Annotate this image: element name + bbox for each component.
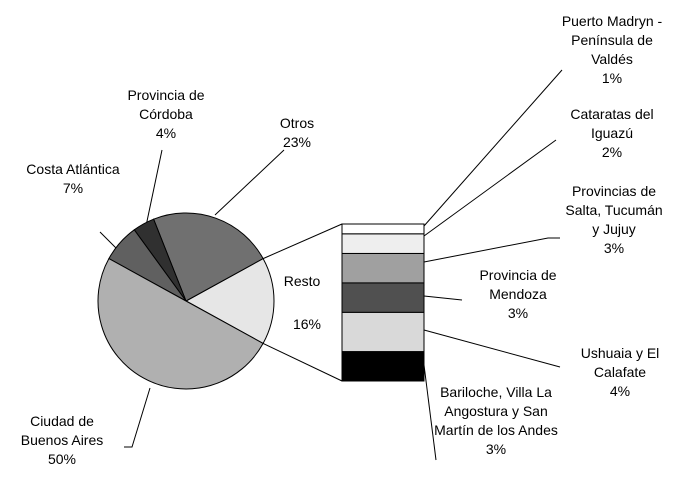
slice-label: Provincia de Córdoba 4%: [111, 86, 221, 143]
leader-line: [214, 149, 285, 216]
label-text: Provincia de Mendoza: [479, 267, 557, 302]
leader-line: [124, 387, 151, 448]
bar-segment: [341, 252, 425, 284]
label-text: 3%: [485, 441, 507, 457]
label-text: 3%: [507, 305, 529, 321]
leader-line: [99, 231, 117, 249]
bar-segment: [341, 233, 425, 254]
label-text: 4%: [609, 383, 631, 399]
pie-slice: [152, 212, 264, 302]
label-text: Ciudad de Buenos Aires: [20, 413, 104, 448]
resto-name: Resto: [284, 272, 321, 291]
leader-line: [423, 364, 437, 461]
label-text: Provincias de Salta, Tucumán y Jujuy: [565, 183, 663, 237]
bar-segment: [341, 223, 425, 235]
leader-lines: [99, 69, 563, 461]
bar-label: Ushuaia y El Calafate 4%: [565, 344, 675, 401]
label-text: 3%: [603, 240, 625, 256]
label-text: 7%: [62, 180, 84, 196]
pie-slice: [184, 257, 275, 345]
label-text: 16%: [292, 316, 322, 332]
slice-label: Otros 23%: [280, 114, 314, 152]
label-text: Puerto Madryn - Península de Valdés: [561, 13, 663, 67]
label-text: Cataratas del Iguazú: [570, 106, 654, 141]
connector-line: [262, 223, 343, 260]
leader-line: [423, 295, 463, 301]
connector-line: [262, 342, 343, 382]
label-text: Bariloche, Villa La Angostura y San Mart…: [434, 384, 558, 438]
leader-line: [423, 237, 560, 263]
resto-value: 16%: [293, 315, 321, 334]
leader-line: [423, 69, 563, 227]
label-text: 50%: [47, 451, 77, 467]
slice-label: Costa Atlántica 7%: [8, 160, 138, 198]
pie-slice: [97, 257, 264, 390]
slice-label: Ciudad de Buenos Aires 50%: [7, 412, 117, 469]
label-text: Ushuaia y El Calafate: [580, 345, 660, 380]
label-text: Otros: [279, 115, 315, 131]
label-text: Costa Atlántica: [26, 161, 120, 177]
label-text: 2%: [601, 144, 623, 160]
leader-line: [145, 149, 163, 227]
label-text: 4%: [155, 125, 177, 141]
bar-label: Puerto Madryn - Península de Valdés 1%: [553, 12, 671, 88]
label-text: Resto: [283, 273, 321, 289]
bar-label: Provincias de Salta, Tucumán y Jujuy 3%: [562, 182, 667, 258]
label-text: 23%: [282, 134, 312, 150]
bar-label: Bariloche, Villa La Angostura y San Mart…: [431, 383, 561, 459]
bar-segment: [341, 311, 425, 353]
leader-line: [423, 329, 561, 368]
bar-label: Cataratas del Iguazú 2%: [560, 105, 665, 162]
bar-label: Provincia de Mendoza 3%: [463, 266, 573, 323]
label-text: 1%: [601, 70, 623, 86]
leader-line: [423, 139, 557, 237]
label-text: Provincia de Córdoba: [127, 87, 205, 122]
bar-segment: [341, 282, 425, 313]
bar-segment: [341, 351, 425, 382]
